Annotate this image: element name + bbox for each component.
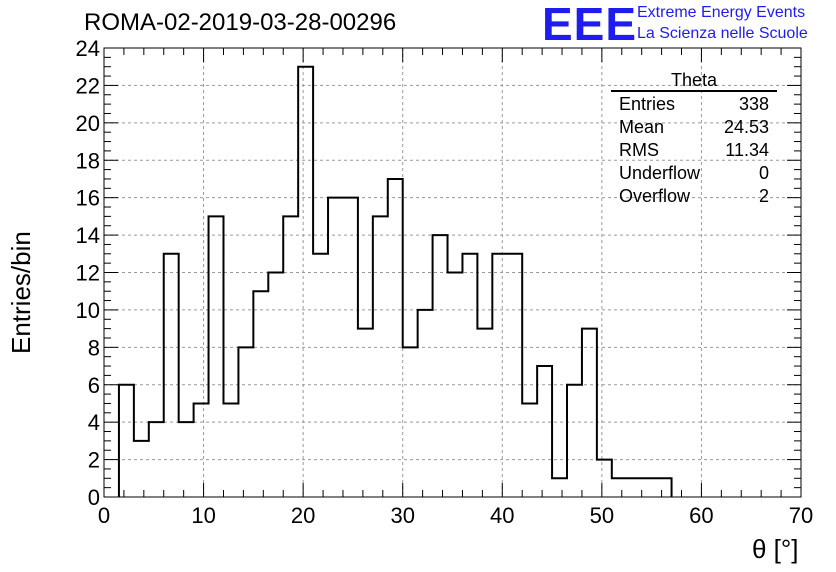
y-axis-label: Entries/bin bbox=[6, 231, 36, 354]
stats-value: 0 bbox=[758, 163, 769, 183]
histogram-bin bbox=[597, 460, 612, 497]
histogram-bin bbox=[627, 478, 642, 497]
histogram-series-line bbox=[117, 65, 673, 497]
histogram-bin bbox=[657, 478, 672, 497]
stats-value: 11.34 bbox=[725, 140, 769, 160]
y-tick-label: 10 bbox=[76, 298, 100, 323]
histogram-bin bbox=[642, 478, 657, 497]
x-tick-label: 30 bbox=[390, 503, 414, 528]
histogram-bin bbox=[223, 403, 238, 497]
histogram-bin bbox=[612, 478, 627, 497]
histogram-bin bbox=[119, 385, 134, 497]
x-tick-label: 10 bbox=[191, 503, 215, 528]
stats-row-rms: RMS 11.34 bbox=[619, 139, 769, 161]
histogram-bin bbox=[313, 254, 328, 497]
histogram-bin bbox=[358, 329, 373, 497]
stats-value: 24.53 bbox=[723, 117, 769, 137]
stats-row-underflow: Underflow 0 bbox=[619, 162, 769, 184]
run-title: ROMA-02-2019-03-28-00296 bbox=[84, 9, 397, 36]
histogram-bin bbox=[298, 67, 313, 497]
stats-divider bbox=[611, 90, 777, 92]
histogram-bin bbox=[283, 216, 298, 497]
stats-row-overflow: Overflow 2 bbox=[619, 185, 769, 207]
histogram-bin bbox=[373, 216, 388, 497]
x-tick-label: 0 bbox=[98, 503, 110, 528]
y-tick-label: 18 bbox=[76, 148, 100, 173]
x-tick-label: 60 bbox=[689, 503, 713, 528]
x-tick-label: 20 bbox=[291, 503, 315, 528]
x-tick-label: 50 bbox=[590, 503, 614, 528]
histogram-bin bbox=[388, 179, 403, 497]
histogram-bin bbox=[477, 329, 492, 497]
histogram-bin bbox=[507, 254, 522, 497]
stats-key: RMS bbox=[619, 140, 659, 160]
stats-row-entries: Entries 338 bbox=[619, 93, 769, 115]
x-tick-label: 40 bbox=[490, 503, 514, 528]
histogram-bin bbox=[134, 441, 149, 497]
histogram-bin bbox=[552, 478, 567, 497]
y-tick-label: 22 bbox=[76, 73, 100, 98]
y-tick-label: 2 bbox=[88, 448, 100, 473]
y-tick-label: 6 bbox=[88, 373, 100, 398]
logo-caption-line-2: La Scienza nelle Scuole bbox=[637, 25, 808, 42]
stats-value: 338 bbox=[738, 94, 769, 114]
y-tick-label: 0 bbox=[88, 485, 100, 510]
stats-title: Theta bbox=[670, 70, 718, 90]
logo-caption: Extreme Energy Events La Scienza nelle S… bbox=[637, 2, 808, 44]
stats-value: 2 bbox=[758, 186, 769, 206]
eee-logo: EEE bbox=[542, 0, 638, 50]
histogram-bin bbox=[462, 254, 477, 497]
histogram-bin bbox=[164, 254, 179, 497]
y-tick-label: 4 bbox=[88, 410, 100, 435]
histogram-bin bbox=[194, 403, 209, 497]
y-tick-label: 20 bbox=[76, 111, 100, 136]
histogram-bin bbox=[209, 216, 224, 497]
histogram-bin bbox=[567, 385, 582, 497]
histogram-bin bbox=[582, 329, 597, 497]
y-tick-label: 24 bbox=[76, 36, 100, 61]
stats-key: Entries bbox=[619, 94, 676, 114]
x-tick-label: 70 bbox=[789, 503, 813, 528]
histogram-bin bbox=[238, 347, 253, 497]
y-tick-label: 12 bbox=[76, 261, 100, 286]
y-tick-label: 8 bbox=[88, 335, 100, 360]
logo-caption-line-1: Extreme Energy Events bbox=[637, 4, 806, 21]
y-tick-label: 14 bbox=[76, 223, 100, 248]
stats-box: Theta Entries 338 Mean 24.53 RMS 11.34 U… bbox=[611, 70, 777, 214]
stats-key: Mean bbox=[619, 117, 665, 137]
stats-key: Underflow bbox=[619, 163, 701, 183]
histogram-bin bbox=[418, 310, 433, 497]
y-tick-label: 16 bbox=[76, 186, 100, 211]
histogram-layer bbox=[117, 65, 673, 497]
stats-row-mean: Mean 24.53 bbox=[619, 116, 769, 138]
histogram-bin bbox=[537, 366, 552, 497]
axis-layer bbox=[103, 47, 802, 498]
histogram-bin bbox=[522, 403, 537, 497]
histogram-bin bbox=[433, 235, 448, 497]
histogram-bin bbox=[149, 422, 164, 497]
histogram-bin bbox=[492, 254, 507, 497]
histogram-bin bbox=[253, 291, 268, 497]
stats-key: Overflow bbox=[619, 186, 691, 206]
histogram-bin bbox=[179, 422, 194, 497]
x-axis-label: θ [°] bbox=[752, 534, 799, 564]
